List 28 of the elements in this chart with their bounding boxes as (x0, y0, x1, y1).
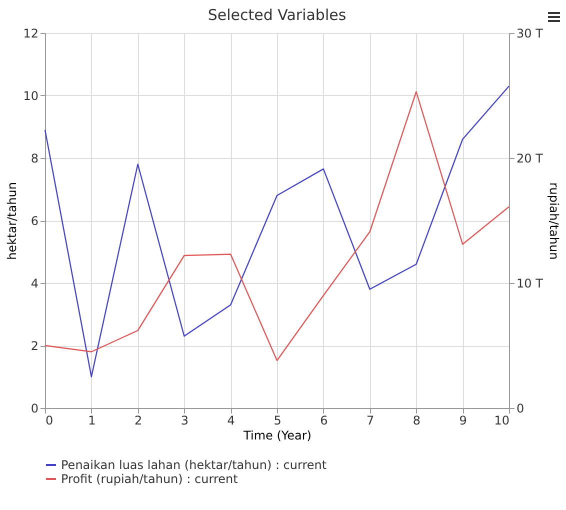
legend-label: Penaikan luas lahan (hektar/tahun) : current (61, 458, 327, 472)
y2-tick-label: 10 T (516, 276, 544, 290)
x-axis-title: Time (Year) (242, 428, 312, 442)
y-tick-label: 10 (23, 89, 38, 103)
chart-title: Selected Variables (208, 6, 346, 24)
y-axis-title: hektar/tahun (5, 182, 20, 260)
y2-tick-label: 0 (516, 402, 524, 416)
y-tick-label: 0 (30, 402, 38, 416)
x-tick-label: 1 (88, 414, 96, 428)
y2-tick-label: 20 T (516, 152, 544, 166)
legend-label: Profit (rupiah/tahun) : current (61, 472, 238, 486)
y2-axis-title: rupiah/tahun (546, 182, 561, 260)
x-tick-label: 9 (459, 414, 467, 428)
y2-tick-label: 30 T (516, 26, 544, 40)
y-tick-label: 2 (30, 339, 38, 353)
x-tick-label: 5 (274, 414, 282, 428)
y-tick-label: 12 (23, 26, 38, 40)
x-tick-label: 4 (227, 414, 235, 428)
y-tick-label: 4 (30, 276, 38, 290)
x-tick-label: 8 (412, 414, 421, 428)
x-tick-label: 7 (366, 414, 374, 428)
x-tick-label: 2 (134, 414, 142, 428)
y-tick-label: 6 (30, 214, 38, 228)
y-tick-label: 8 (30, 152, 38, 166)
x-tick-label: 10 (494, 414, 510, 428)
x-tick-label: 6 (320, 414, 328, 428)
x-tick-label: 3 (180, 414, 189, 428)
x-tick-label: 0 (46, 414, 54, 428)
